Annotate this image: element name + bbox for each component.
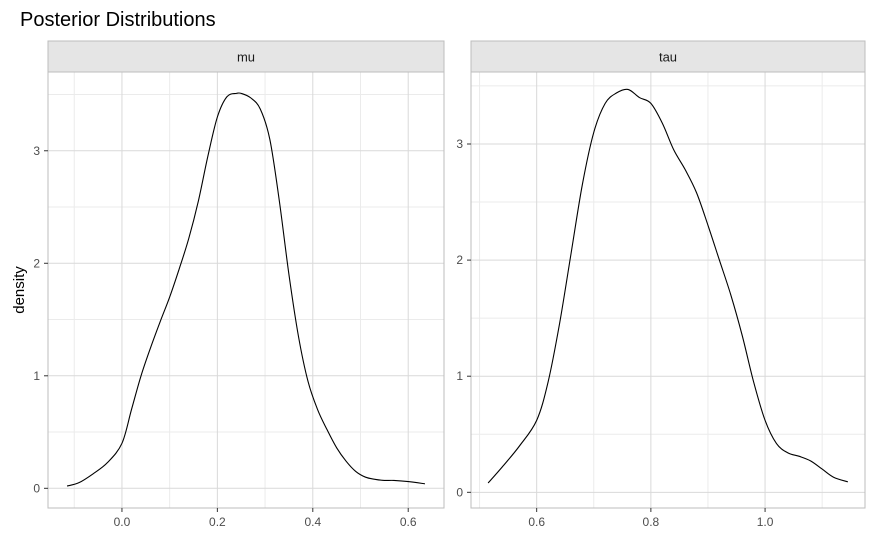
- chart-title: Posterior Distributions: [20, 9, 216, 31]
- facet-strip-mu: [47, 40, 445, 73]
- facet-tau: tau 0.6 0.8 1.0 0 1 2 3: [456, 40, 866, 529]
- x-tick-label: 1.0: [757, 515, 774, 529]
- density-line-tau: [487, 88, 849, 484]
- y-tick-label: 3: [456, 137, 463, 151]
- x-tick-label: 0.8: [643, 515, 660, 529]
- y-tick-label: 2: [456, 253, 463, 267]
- panel-border-mu: [47, 71, 445, 509]
- x-tick-label: 0.6: [528, 515, 545, 529]
- x-tick-label: 0.2: [209, 515, 226, 529]
- density-line-mu: [66, 92, 425, 487]
- panel-border-tau: [470, 71, 866, 509]
- x-tick-label: 0.6: [400, 515, 417, 529]
- facet-strip-tau: [470, 40, 866, 73]
- y-tick-label: 2: [33, 256, 40, 270]
- y-axis-label: density: [11, 266, 28, 314]
- facet-panels: mu 0.0 0.2 0.4 0.6 0 1 2 3 tau 0.6 0.8 1.0 0 1 2 3: [33, 40, 866, 529]
- x-tick-label: 0.0: [114, 515, 131, 529]
- x-tick-label: 0.4: [304, 515, 321, 529]
- facet-strip-label-tau: tau: [659, 50, 677, 65]
- y-tick-label: 0: [456, 485, 463, 499]
- facet-strip-label-mu: mu: [237, 50, 255, 65]
- facet-mu: mu 0.0 0.2 0.4 0.6 0 1 2 3: [33, 40, 445, 529]
- y-tick-label: 3: [33, 144, 40, 158]
- y-tick-label: 0: [33, 481, 40, 495]
- y-tick-label: 1: [456, 369, 463, 383]
- y-tick-label: 1: [33, 369, 40, 383]
